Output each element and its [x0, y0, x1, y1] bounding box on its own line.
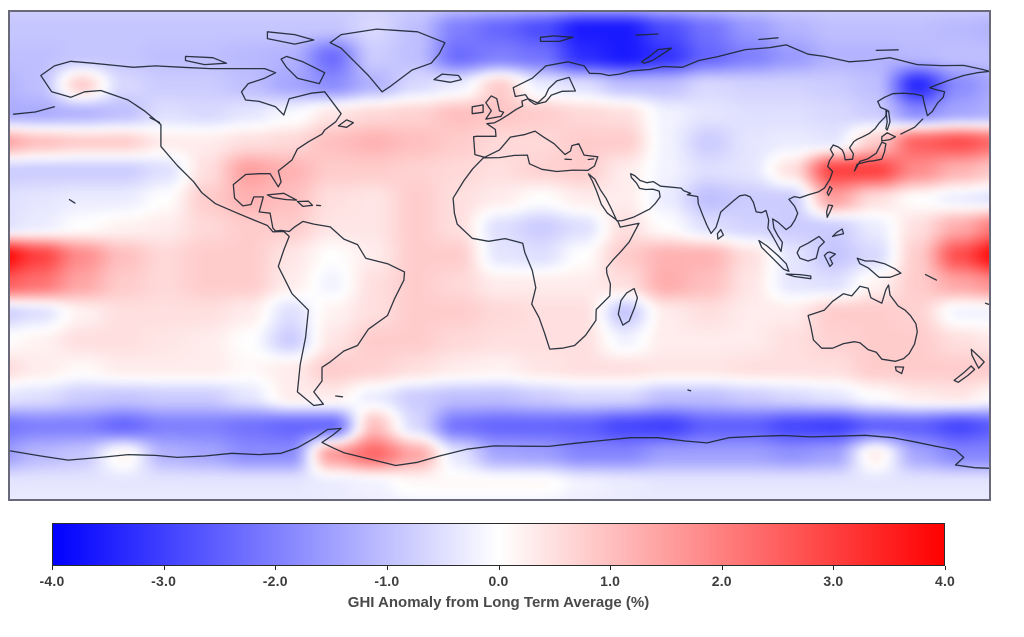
coastline-path — [266, 31, 315, 45]
coastline-path — [296, 200, 314, 208]
colorbar-tick-mark — [833, 566, 835, 570]
coastline-path — [875, 49, 899, 52]
coastline-path — [280, 55, 326, 85]
coastline-path — [12, 106, 56, 115]
colorbar-tick-mark — [721, 566, 723, 570]
coastline-path — [924, 273, 938, 281]
colorbar-tick-mark — [52, 566, 53, 570]
coastline-path — [856, 257, 902, 278]
coastline-path — [900, 118, 924, 135]
coastlines-overlay — [8, 28, 991, 469]
coastline-path — [853, 141, 887, 172]
coastline-path — [40, 60, 406, 407]
coastline-path — [433, 73, 462, 83]
coastline-path — [640, 47, 673, 64]
coastline-path — [687, 389, 692, 392]
colorbar-ticks: -4.0 -3.0 -2.0 -1.0 0.0 1.0 2.0 3.0 4.0 — [40, 566, 955, 594]
coastline-path — [881, 132, 897, 142]
colorbar-tick-label: -4.0 — [39, 573, 65, 589]
colorbar-tick-label: -2.0 — [262, 573, 288, 589]
coastline-path — [184, 55, 228, 66]
coastline-path — [149, 117, 161, 124]
world-map — [8, 10, 991, 501]
colorbar-tick-mark — [610, 566, 612, 570]
colorbar-tick-mark — [386, 566, 388, 570]
coastline-path — [68, 198, 76, 204]
colorbar-tick-label: 4.0 — [934, 573, 956, 589]
coastline-path — [617, 287, 639, 326]
coastline-path — [452, 44, 991, 350]
coastline-path — [953, 365, 976, 383]
coastline-path — [635, 33, 659, 36]
coastline-path — [485, 95, 505, 120]
coastline-path — [807, 284, 918, 362]
coastline-path — [894, 366, 905, 375]
colorbar-tick-mark — [163, 566, 165, 570]
coastline-path — [831, 228, 845, 238]
colorbar-tick-label: 0.0 — [488, 573, 509, 589]
colorbar-gradient — [52, 523, 945, 566]
coastline-path — [587, 158, 595, 161]
coastline-path — [826, 185, 833, 197]
colorbar-tick-mark — [945, 566, 946, 570]
coastline-path — [716, 228, 725, 240]
colorbar-tick-mark — [498, 566, 500, 570]
coastline-path — [266, 192, 298, 201]
colorbar-tick-label: 1.0 — [600, 573, 621, 589]
coastline-path — [471, 104, 484, 115]
coastline-path — [825, 204, 834, 218]
coastline-path — [337, 119, 355, 128]
coastline-path — [796, 235, 826, 262]
coastline-path — [758, 37, 779, 41]
coastline-path — [885, 110, 891, 131]
colorbar-label: GHI Anomaly from Long Term Average (%) — [347, 594, 650, 611]
coastline-path — [539, 35, 574, 43]
colorbar-tick-label: -3.0 — [151, 573, 177, 589]
coastline-path — [785, 273, 812, 280]
coastline-path — [970, 348, 985, 369]
coastline-path — [8, 427, 991, 469]
colorbar-tick-label: 3.0 — [823, 573, 844, 589]
anomaly-heatmap-canvas — [8, 10, 991, 501]
colorbar-tick-label: -1.0 — [374, 573, 400, 589]
colorbar-tick-label: 2.0 — [711, 573, 732, 589]
coastline-path — [758, 239, 790, 272]
colorbar-tick-mark — [275, 566, 277, 570]
coastline-path — [984, 302, 991, 306]
coastline-path — [823, 251, 837, 268]
coastline-path — [329, 28, 446, 93]
coastline-path — [335, 395, 344, 398]
